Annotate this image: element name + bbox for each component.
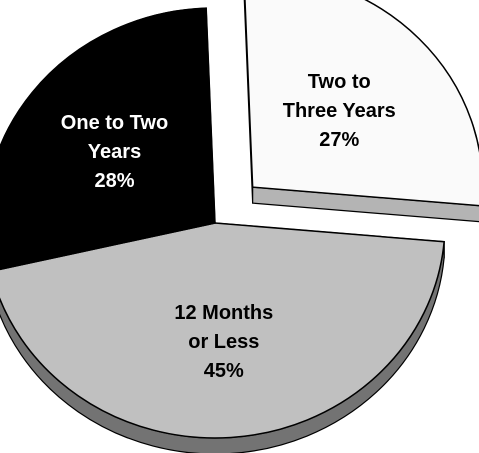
pie-slice-label-one-to-two-years: Years xyxy=(88,141,141,163)
pie-slice-label-two-to-three-years: Three Years xyxy=(283,100,396,122)
pie-slice-label-12-months-or-less: 12 Months xyxy=(174,302,273,324)
pie-slice-12-months-or-less xyxy=(0,222,445,439)
pie-slice-one-to-two-years xyxy=(0,7,216,271)
pie-slice-label-two-to-three-years: Two to xyxy=(308,71,371,93)
pie-value-label-one-to-two-years: 28% xyxy=(94,170,134,192)
pie-value-label-two-to-three-years: 27% xyxy=(319,129,359,151)
pie-slice-label-one-to-two-years: One to Two xyxy=(61,112,168,134)
pie-slice-two-to-three-years xyxy=(244,0,479,207)
pie-value-label-12-months-or-less: 45% xyxy=(204,360,244,382)
pie-slice-label-12-months-or-less: or Less xyxy=(188,331,259,353)
